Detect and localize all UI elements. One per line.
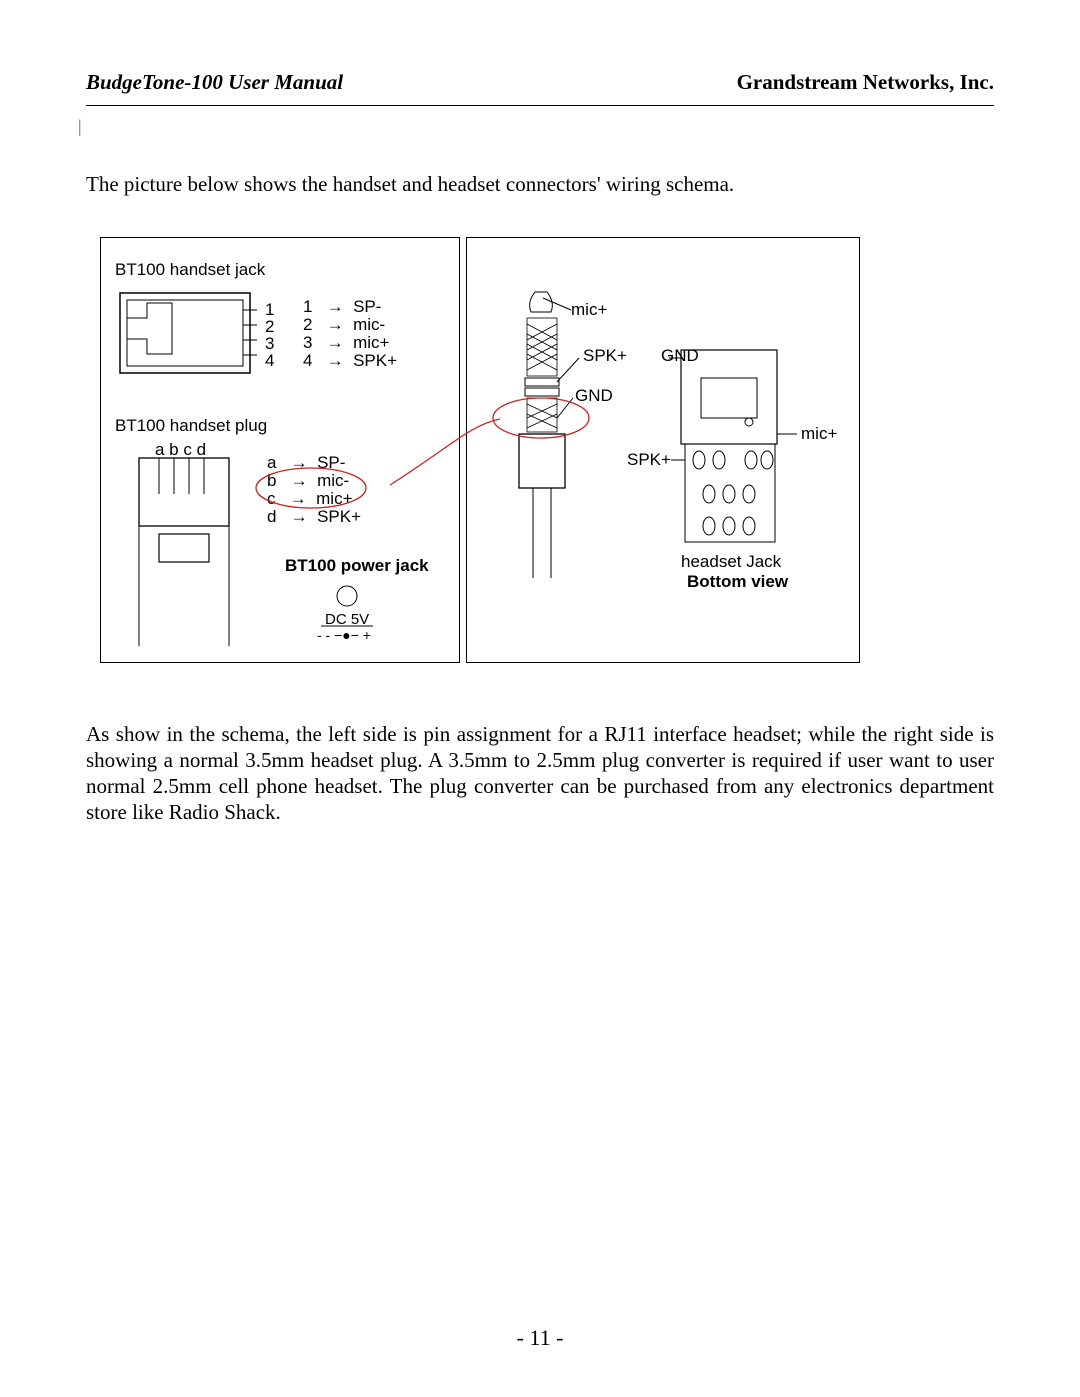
label-spk-plus-mid: SPK+ — [583, 346, 627, 366]
label-spk-plus-bottom: SPK+ — [627, 450, 671, 470]
dc5v-text: DC 5V — [325, 611, 369, 628]
company-name: Grandstream Networks, Inc. — [737, 70, 994, 95]
red-highlight-ellipse-left — [251, 466, 381, 516]
text-cursor-mark: | — [78, 116, 82, 137]
jack-title-1: headset Jack — [681, 552, 781, 572]
pm-s4: SPK+ — [353, 351, 397, 370]
wiring-schema-figure: BT100 handset jack 1 2 3 4 1 → — [100, 237, 994, 663]
right-panel-35mm: mic+ SPK+ GND GND mic+ SPK+ headset Jack… — [466, 237, 860, 663]
pm-s2: mic- — [353, 315, 385, 334]
pm-n3: 3 — [303, 333, 312, 352]
rj11-plug-drawing — [119, 456, 249, 656]
body-paragraph: As show in the schema, the left side is … — [86, 721, 994, 825]
pm-s1: SP- — [353, 297, 381, 316]
pm-n2: 2 — [303, 315, 312, 334]
handset-jack-title: BT100 handset jack — [115, 260, 265, 280]
handset-plug-title: BT100 handset plug — [115, 416, 267, 436]
header-rule — [86, 105, 994, 106]
doc-title: BudgeTone-100 User Manual — [86, 70, 343, 95]
red-highlight-ellipse-right — [479, 394, 599, 454]
pin-map-table: 1 → SP- 2 → mic- 3 → mic+ 4 → — [303, 298, 397, 370]
label-mic-plus-top: mic+ — [571, 300, 607, 320]
pm-s3: mic+ — [353, 333, 389, 352]
jack-pin-4: 4 — [265, 351, 274, 371]
page-number: - 11 - — [0, 1325, 1080, 1351]
label-mic-plus-right: mic+ — [801, 424, 837, 444]
power-jack-label: BT100 power jack — [285, 556, 429, 576]
pm-n1: 1 — [303, 297, 312, 316]
label-gnd-right: GND — [661, 346, 699, 366]
page-header: BudgeTone-100 User Manual Grandstream Ne… — [86, 70, 994, 95]
svg-text:- - −●− +: - - −●− + — [317, 627, 371, 643]
intro-paragraph: The picture below shows the handset and … — [86, 171, 994, 197]
left-panel-rj11: BT100 handset jack 1 2 3 4 1 → — [100, 237, 460, 663]
power-jack-drawing: DC 5V - - −●− + — [317, 582, 397, 646]
jack-title-2: Bottom view — [687, 572, 788, 592]
pm-n4: 4 — [303, 351, 312, 370]
rj11-jack-drawing — [115, 288, 265, 378]
